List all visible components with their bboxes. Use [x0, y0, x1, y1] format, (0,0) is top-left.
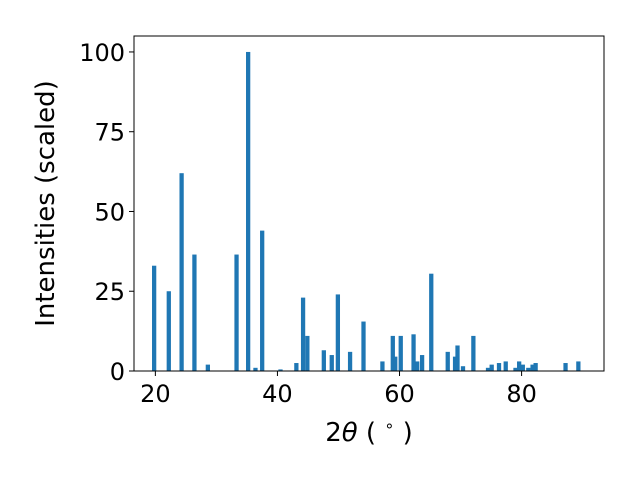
bar [335, 294, 341, 371]
bar [253, 367, 258, 371]
bar [471, 335, 476, 371]
y-tick-label: 25 [94, 278, 125, 306]
bar [517, 361, 522, 371]
bar [419, 355, 425, 371]
x-tick-label: 20 [140, 380, 171, 408]
bar [445, 351, 450, 371]
bar [260, 230, 265, 371]
bar [347, 351, 353, 371]
x-axis-label: 2θ ( ∘ ) [325, 416, 413, 448]
y-tick-label: 50 [94, 198, 125, 226]
bars-group [152, 51, 581, 371]
bar [205, 364, 210, 371]
bar [503, 361, 508, 371]
y-tick-label: 75 [94, 119, 125, 147]
bar [485, 367, 491, 371]
bar [429, 273, 434, 371]
bar [452, 356, 458, 371]
y-axis: 0 25 50 75 100 [79, 39, 134, 386]
bar [166, 291, 171, 371]
y-tick-label: 100 [79, 39, 125, 67]
x-axis: 20 40 60 80 [140, 371, 537, 408]
bar [563, 363, 568, 371]
bar [294, 363, 299, 371]
bar [152, 265, 157, 371]
bar [390, 335, 395, 371]
bar [415, 361, 420, 371]
bar [380, 361, 385, 371]
bar [278, 369, 283, 371]
bar [361, 321, 366, 371]
bar [398, 335, 403, 371]
plot-frame [133, 35, 605, 372]
bar [460, 366, 466, 371]
bar [393, 356, 398, 371]
bar [305, 335, 310, 371]
bar [179, 173, 184, 371]
bar [576, 361, 581, 371]
bar [513, 367, 518, 371]
bar [300, 297, 306, 371]
x-tick-label: 40 [262, 380, 293, 408]
y-axis-label: Intensities (scaled) [31, 80, 61, 327]
bar [533, 363, 538, 371]
x-tick-label: 60 [384, 380, 415, 408]
bar [496, 363, 502, 371]
bar [329, 355, 334, 371]
y-tick-label: 0 [110, 358, 125, 386]
bar [526, 367, 531, 371]
bar [530, 364, 535, 371]
bar [192, 254, 197, 371]
bar [321, 350, 326, 371]
bar [234, 254, 239, 371]
bar [520, 364, 525, 371]
bar [455, 345, 460, 371]
bar [411, 334, 416, 371]
bar [489, 364, 494, 371]
bar [246, 51, 251, 371]
x-tick-label: 80 [506, 380, 537, 408]
